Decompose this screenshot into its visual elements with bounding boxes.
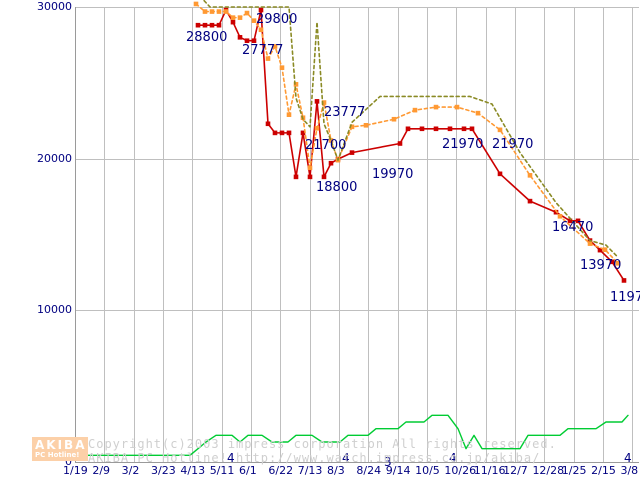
x-tick-label: 6/22 <box>268 464 294 477</box>
y-tick-label: 0 <box>65 455 72 468</box>
shop-count-label: 4 <box>624 451 632 465</box>
x-tick-label: 12/28 <box>532 464 565 477</box>
logo-line2: PC Hotline! <box>35 451 80 459</box>
x-tick-label: 8/24 <box>356 464 382 477</box>
data-value-label: 23777 <box>324 105 366 120</box>
x-tick-label: 1/19 <box>63 464 88 477</box>
series-max-price <box>202 0 619 259</box>
x-tick-label: 9/14 <box>385 464 411 477</box>
x-tick-label: 11/16 <box>473 464 506 477</box>
data-value-label: 11970 <box>610 290 640 305</box>
data-value-label: 21700 <box>305 138 347 153</box>
x-tick-label: 6/1 <box>239 464 257 477</box>
x-tick-label: 7/13 <box>297 464 323 477</box>
data-value-label: 13970 <box>580 258 622 273</box>
x-tick-label: 5/11 <box>209 464 235 477</box>
data-value-label: 27777 <box>242 43 284 58</box>
data-value-label: 28800 <box>186 30 228 45</box>
logo-line1: AKIBA <box>35 438 87 452</box>
x-tick-label: 3/23 <box>151 464 176 477</box>
data-value-label: 18800 <box>316 180 358 195</box>
shop-count-label: 4 <box>449 451 457 465</box>
axes <box>75 7 639 463</box>
x-tick-label: 10/26 <box>444 464 477 477</box>
x-tick-label: 2/15 <box>591 464 616 477</box>
shop-count-label: 4 <box>342 451 350 465</box>
x-tick-label: 10/5 <box>415 464 440 477</box>
x-tick-label: 12/7 <box>503 464 528 477</box>
data-value-label: 19970 <box>372 167 414 182</box>
shop-count-label: 4 <box>227 451 235 465</box>
shop-count-label: 3 <box>384 455 392 469</box>
watermark-copyright: Copyright(c)2003 impress corporation All… <box>88 437 557 451</box>
data-value-label: 21970 <box>492 137 534 152</box>
y-tick-label: 10000 <box>37 303 72 317</box>
x-tick-label: 4/13 <box>180 464 206 477</box>
watermark-url: AKIBA PC Hotline! http://www.watch.impre… <box>88 451 541 465</box>
x-tick-label: 3/2 <box>121 464 140 477</box>
series-min-price <box>195 7 627 283</box>
y-tick-label: 30000 <box>37 0 72 13</box>
x-tick-label: 8/3 <box>327 464 345 477</box>
data-value-label: 21970 <box>442 137 484 152</box>
x-tick-label: 1/25 <box>561 464 587 477</box>
x-tick-label: 2/9 <box>92 464 111 477</box>
data-value-label: 29800 <box>256 12 298 27</box>
series-shop-count <box>75 414 629 457</box>
x-tick-label: 3/8 <box>620 464 639 477</box>
akiba-watermark-logo: AKIBA PC Hotline! <box>32 437 88 461</box>
y-tick-label: 20000 <box>37 151 72 165</box>
gridlines <box>75 7 639 462</box>
data-value-label: 16470 <box>552 220 594 235</box>
